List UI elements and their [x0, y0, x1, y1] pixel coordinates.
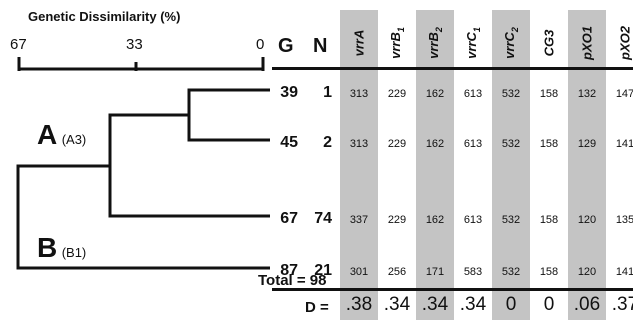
table-cell: 158: [539, 138, 559, 150]
n-header: N: [313, 35, 328, 57]
table-cell: 613: [463, 214, 483, 226]
d-value: .34: [421, 294, 449, 315]
col-header-base: vrrC: [502, 32, 518, 59]
table-cell: 583: [463, 266, 483, 278]
col-header-subscript: 2: [509, 27, 520, 33]
row-n: 2: [323, 134, 332, 151]
col-header-vrrb2: vrrB2: [420, 18, 450, 68]
table-cell: 120: [577, 266, 597, 278]
col-header-pxo2: pXO2: [610, 18, 633, 68]
total-rule: [272, 288, 633, 291]
table-cell: 135: [615, 214, 633, 226]
clade-a-sub: (A3): [61, 132, 87, 147]
row-n: 1: [323, 84, 332, 101]
clade-b-sub: (B1): [61, 245, 87, 260]
table-cell: 229: [387, 214, 407, 226]
col-header-vrrb1: vrrB1: [382, 18, 412, 68]
col-header-vrrc2: vrrC2: [496, 18, 526, 68]
col-header-subscript: 1: [395, 27, 406, 33]
table-cell: 256: [387, 266, 407, 278]
clade-a-letter: A: [37, 119, 58, 150]
table-cell: 532: [501, 214, 521, 226]
table-cell: 532: [501, 138, 521, 150]
scale-label-67: 67: [10, 36, 27, 53]
table-cell: 229: [387, 88, 407, 100]
scale-label-33: 33: [126, 36, 143, 53]
table-cell: 313: [349, 88, 369, 100]
col-header-vrrc1: vrrC1: [458, 18, 488, 68]
clade-a-label: A (A3): [37, 119, 86, 151]
table-cell: 158: [539, 214, 559, 226]
table-cell: 313: [349, 138, 369, 150]
table-cell: 532: [501, 266, 521, 278]
shade-vrrc2: [492, 10, 530, 320]
col-header-subscript: 2: [433, 27, 444, 33]
table-cell: 613: [463, 138, 483, 150]
branch-39: [187, 88, 270, 142]
dendrogram-title: Genetic Dissimilarity (%): [28, 9, 181, 24]
header-rule: [272, 67, 633, 70]
table-cell: 158: [539, 88, 559, 100]
table-cell: 162: [425, 214, 445, 226]
shade-pxo1: [568, 10, 606, 320]
row-g: 87: [280, 262, 298, 279]
col-header-base: vrrA: [351, 29, 367, 57]
table-cell: 301: [349, 266, 369, 278]
table-cell: 162: [425, 88, 445, 100]
col-header-base: pXO2: [617, 26, 633, 60]
table-cell: 613: [463, 88, 483, 100]
d-value: .34: [383, 294, 411, 315]
d-value: 0: [543, 294, 555, 315]
row-g: 45: [280, 134, 298, 151]
col-header-base: vrrC: [464, 32, 480, 59]
clade-b-letter: B: [37, 232, 58, 263]
table-cell: 129: [577, 138, 597, 150]
d-value: .06: [573, 294, 601, 315]
table-cell: 162: [425, 138, 445, 150]
row-g: 39: [280, 84, 298, 101]
table-cell: 229: [387, 138, 407, 150]
row-g: 67: [280, 210, 298, 227]
shade-vrrb2: [416, 10, 454, 320]
table-cell: 337: [349, 214, 369, 226]
g-header: G: [278, 35, 294, 57]
table-cell: 141: [615, 266, 633, 278]
row-n: 21: [314, 262, 332, 279]
total-label: Total = 98: [258, 272, 327, 289]
table-cell: 120: [577, 214, 597, 226]
col-header-base: vrrB: [388, 32, 404, 59]
scale-label-0: 0: [256, 36, 265, 53]
table-cell: 147: [615, 88, 633, 100]
clade-b-label: B (B1): [37, 232, 86, 264]
row-n: 74: [314, 210, 332, 227]
table-cell: 532: [501, 88, 521, 100]
d-value: .37: [611, 294, 633, 315]
branch-87: [16, 164, 270, 270]
table-cell: 132: [577, 88, 597, 100]
col-header-cg3: CG3: [534, 18, 564, 68]
d-label: D =: [305, 299, 329, 316]
d-value: .34: [459, 294, 487, 315]
table-cell: 158: [539, 266, 559, 278]
col-header-base: pXO1: [579, 26, 595, 60]
table-cell: 171: [425, 266, 445, 278]
col-header-subscript: 1: [471, 27, 482, 33]
col-header-base: vrrB: [426, 32, 442, 59]
shade-vrra: [340, 10, 378, 320]
col-header-base: CG3: [541, 29, 557, 57]
d-value: .38: [345, 294, 373, 315]
col-header-pxo1: pXO1: [572, 18, 602, 68]
d-value: 0: [505, 294, 517, 315]
col-header-vrra: vrrA: [344, 18, 374, 68]
table-cell: 141: [615, 138, 633, 150]
